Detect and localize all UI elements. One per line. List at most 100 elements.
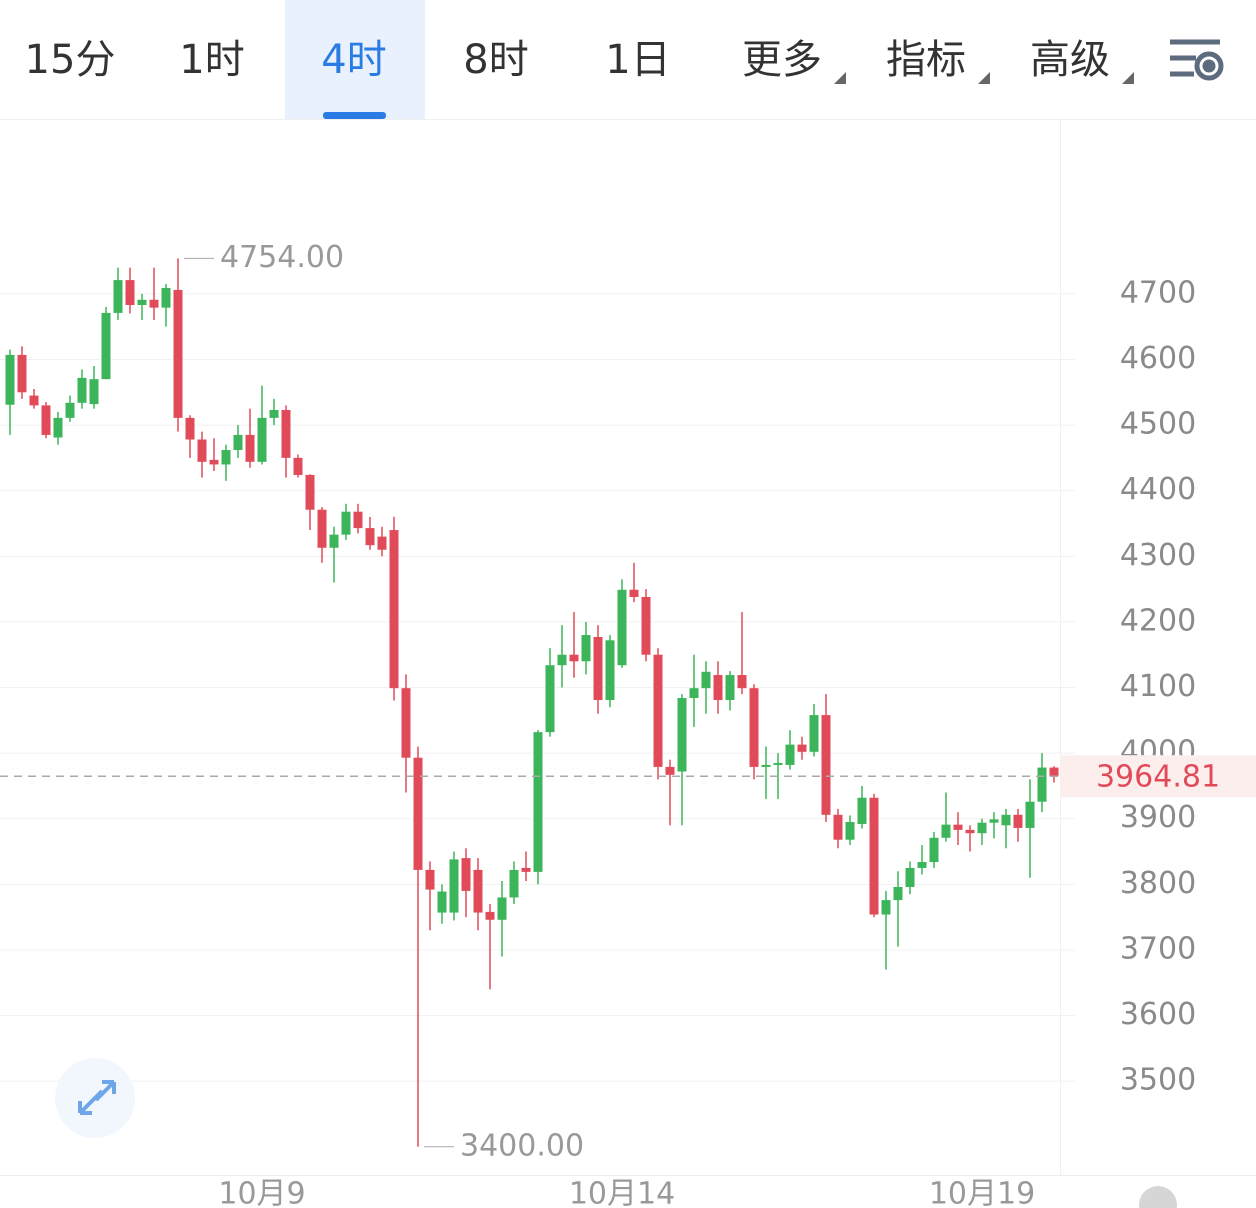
- y-tick-label: 3700: [1120, 931, 1196, 966]
- tab[interactable]: 15分: [25, 37, 116, 83]
- candle-body: [485, 911, 495, 920]
- tab[interactable]: 高级: [1030, 37, 1110, 83]
- candle-body: [929, 837, 939, 863]
- y-tick-label: 4700: [1120, 275, 1196, 310]
- candle-body: [953, 824, 963, 830]
- candle-body: [269, 409, 279, 418]
- candle-body: [641, 596, 651, 655]
- candle-body: [233, 434, 243, 451]
- candle-body: [713, 675, 723, 700]
- k-button[interactable]: [1139, 1186, 1177, 1208]
- candle-body: [701, 671, 711, 689]
- tab[interactable]: 指标: [886, 37, 966, 83]
- tab[interactable]: 更多: [742, 37, 822, 83]
- candle-body: [341, 511, 351, 535]
- candle-body: [77, 377, 87, 403]
- y-tick-label: 4300: [1120, 538, 1196, 573]
- candle-body: [257, 417, 267, 462]
- candle-body: [581, 635, 591, 662]
- y-tick-label: 4400: [1120, 472, 1196, 507]
- candle-body: [965, 829, 975, 834]
- x-tick-label: 10月19: [929, 1177, 1035, 1208]
- candle-body: [65, 402, 75, 418]
- y-tick-label: 3600: [1120, 997, 1196, 1032]
- tab[interactable]: 8时: [463, 37, 528, 83]
- candle-body: [173, 289, 183, 418]
- candle-body: [617, 589, 627, 666]
- candle-body: [149, 299, 159, 308]
- tab[interactable]: 1时: [179, 37, 244, 83]
- y-tick-label: 3800: [1120, 866, 1196, 901]
- candle-body: [245, 434, 255, 462]
- candle-body: [797, 744, 807, 752]
- candle-body: [209, 459, 219, 465]
- candle-body: [161, 287, 171, 308]
- candle-body: [413, 757, 423, 870]
- candle-body: [725, 675, 735, 700]
- expand-button[interactable]: [55, 1058, 135, 1138]
- candle-body: [917, 862, 927, 868]
- x-tick-label: 10月14: [569, 1177, 675, 1208]
- candle-body: [749, 688, 759, 767]
- dropdown-caret: [1122, 72, 1134, 84]
- y-tick-label: 4100: [1120, 669, 1196, 704]
- candle-body: [893, 886, 903, 901]
- active-tab-underline: [323, 112, 386, 119]
- candle-body: [1013, 814, 1023, 828]
- y-tick-label: 4600: [1120, 341, 1196, 376]
- candle-body: [977, 822, 987, 834]
- candle-body: [425, 869, 435, 890]
- candle-body: [101, 312, 111, 380]
- candle-body: [41, 405, 51, 435]
- candle-body: [785, 744, 795, 765]
- candle-body: [185, 417, 195, 440]
- settings-icon[interactable]: [1170, 39, 1224, 81]
- candle-body: [89, 379, 99, 405]
- candle-body: [353, 511, 363, 529]
- last-price-label: 3964.81: [1096, 760, 1220, 795]
- candle-body: [113, 280, 123, 313]
- candle-body: [557, 654, 567, 666]
- candle-body: [569, 654, 579, 662]
- candle-body: [329, 534, 339, 548]
- candle-body: [449, 859, 459, 913]
- candle-body: [677, 698, 687, 772]
- candle-body: [461, 858, 471, 891]
- y-tick-label: 4500: [1120, 407, 1196, 442]
- candle-body: [1037, 767, 1047, 802]
- candle-body: [533, 732, 543, 872]
- candle-body: [665, 766, 675, 775]
- y-tick-label: 4200: [1120, 603, 1196, 638]
- candle-body: [689, 688, 699, 699]
- tab[interactable]: 1日: [605, 37, 670, 83]
- tab-bar: 15分 1时 4时 8时 1日 更多 指标 高级: [25, 37, 1134, 84]
- candle-body: [509, 869, 519, 898]
- candle-body: [389, 530, 399, 689]
- candle-body: [629, 589, 639, 597]
- candle-body: [377, 536, 387, 550]
- plot: 3500360037003800390040004100420043004400…: [0, 240, 1256, 1208]
- tab[interactable]: 4时: [321, 37, 386, 83]
- candle-body: [317, 509, 327, 548]
- last-price-tag: [1060, 755, 1256, 798]
- candle-body: [53, 417, 63, 438]
- candle-body: [17, 354, 27, 393]
- candle-body: [545, 665, 555, 733]
- candle-body: [293, 457, 303, 475]
- max-label: 4754.00: [220, 240, 344, 275]
- candle-body: [761, 764, 771, 767]
- candle-body: [773, 762, 783, 765]
- candle-body: [29, 395, 39, 406]
- candle-body: [821, 715, 831, 815]
- candle-body: [593, 637, 603, 700]
- candle-body: [1025, 801, 1035, 828]
- candle-body: [125, 280, 135, 306]
- candle-body: [137, 299, 147, 306]
- candle-body: [1001, 814, 1011, 826]
- candle-body: [305, 474, 315, 510]
- candle-body: [869, 797, 879, 915]
- x-tick-label: 10月9: [218, 1177, 305, 1208]
- dropdown-caret: [834, 72, 846, 84]
- active-tab-bg: [285, 0, 425, 119]
